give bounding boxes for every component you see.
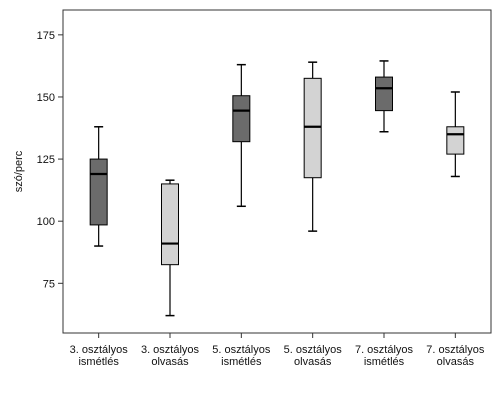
box-1 [89,126,108,247]
box-5 [375,60,393,133]
x-tick-label-line: 3. osztályos [70,344,129,356]
y-tick-label: 175 [37,30,55,42]
x-tick-label-line: 5. osztályos [212,344,271,356]
iqr-box [303,77,322,179]
x-tick-label: 3. osztályos olvasás [141,344,200,368]
x-tick-label-line: 7. osztályos [426,344,485,356]
iqr-box [446,126,465,155]
plot-frame [62,9,492,334]
box-3 [232,63,251,208]
x-tick-label-line: 7. osztályos [355,344,414,356]
x-tick-label: 5. osztályos ismétlés [212,344,271,368]
x-tick-label-line: olvasás [151,356,189,368]
box-4 [303,61,322,232]
x-tick-label-line: 3. osztályos [141,344,200,356]
y-axis-ticks: 75 100 125 150 175 [37,30,63,290]
x-tick-label-line: ismétlés [78,356,119,368]
y-tick-label: 125 [37,154,55,166]
x-tick-label-line: ismétlés [364,356,405,368]
box-2 [161,179,179,317]
y-tick-label: 75 [43,278,55,290]
x-tick-label-line: olvasás [437,356,475,368]
y-axis-label: szó/perc [13,150,25,192]
x-tick-label-line: 5. osztályos [284,344,343,356]
iqr-box [161,183,179,266]
boxes-group [89,60,465,317]
x-tick-label: 5. osztályos olvasás [284,344,343,368]
x-tick-label: 7. osztályos olvasás [426,344,485,368]
iqr-box [375,76,393,112]
y-tick-label: 100 [37,216,55,228]
iqr-box [89,158,108,226]
iqr-box [232,95,251,143]
y-tick-label: 150 [37,92,55,104]
box-6 [446,91,465,178]
x-tick-label: 3. osztályos ismétlés [70,344,129,368]
x-tick-label-line: ismétlés [221,356,262,368]
x-tick-label: 7. osztályos ismétlés [355,344,414,368]
x-tick-label-line: olvasás [294,356,332,368]
